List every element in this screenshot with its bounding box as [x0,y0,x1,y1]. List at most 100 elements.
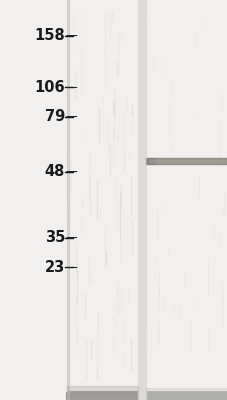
Bar [67,394,137,398]
Bar [67,395,137,399]
Bar [145,395,227,399]
Bar [67,392,137,396]
Bar [67,0,68,400]
Bar [145,394,227,398]
Bar [67,396,137,400]
Bar [145,393,227,397]
Bar [145,393,227,397]
Bar [67,395,137,399]
Bar [145,394,227,398]
Bar [67,392,137,396]
Bar [67,396,137,400]
Bar [67,394,137,398]
Bar [67,394,137,398]
Bar [67,394,137,398]
Bar [67,392,137,396]
Bar [67,394,137,398]
Bar [145,394,227,398]
Bar [67,393,137,397]
Bar [145,394,227,398]
Bar [67,394,137,398]
Bar [67,395,137,399]
Bar [67,394,137,398]
Bar [67,394,137,398]
Bar [67,393,137,397]
Bar [145,392,227,396]
Bar [67,393,137,397]
Bar [67,395,137,399]
Bar [145,396,227,400]
Bar [145,158,154,164]
Bar [145,392,227,396]
Bar [145,392,227,396]
Text: —: — [65,110,77,123]
Bar [67,394,137,398]
Bar [67,394,137,398]
Bar [145,394,227,398]
Bar [145,394,227,398]
Bar [145,392,227,396]
Bar [67,392,137,396]
Bar [67,394,137,398]
Bar [137,0,145,400]
Bar [145,395,227,399]
Bar [145,393,227,397]
Bar [145,392,227,396]
Bar [145,396,227,400]
Bar [145,394,227,398]
Bar [145,392,227,396]
Bar [67,394,137,398]
Bar [67,394,137,398]
Bar [67,394,137,398]
Bar [145,394,227,398]
Bar [67,392,137,396]
Bar [146,158,226,164]
Bar [67,394,137,398]
Bar [67,392,137,396]
Text: —: — [65,261,77,274]
Bar [67,394,137,398]
Bar [67,395,137,399]
Bar [145,396,227,400]
Bar [67,393,137,397]
Bar [145,396,227,400]
Bar [67,392,137,396]
Bar [145,393,227,397]
Text: —: — [65,232,77,244]
Bar [67,394,137,398]
Text: 35: 35 [44,230,65,246]
Text: 79: 79 [44,109,65,124]
Bar [145,396,227,400]
Text: 158: 158 [34,28,65,43]
Text: 23: 23 [44,260,65,275]
Bar [145,393,227,397]
Bar [145,395,227,399]
Bar [67,394,137,398]
Text: —: — [65,29,77,42]
Bar [145,395,227,399]
Bar [145,394,227,398]
Bar [145,395,227,399]
Bar [145,388,227,400]
Bar [67,395,137,399]
Bar [145,392,227,396]
Bar [145,393,227,397]
Text: —: — [65,165,77,178]
Bar [67,394,137,398]
Bar [67,393,137,397]
Bar [145,393,227,397]
Bar [145,394,227,398]
Bar [145,395,227,399]
Bar [145,395,227,399]
Bar [67,395,137,399]
Bar [67,393,137,397]
Bar [67,393,137,397]
Bar [145,394,227,398]
Bar [145,396,227,400]
Bar [145,393,227,397]
Bar [67,396,137,400]
Bar [67,396,137,400]
Bar [145,395,227,399]
Bar [145,393,227,397]
Bar [145,393,227,397]
